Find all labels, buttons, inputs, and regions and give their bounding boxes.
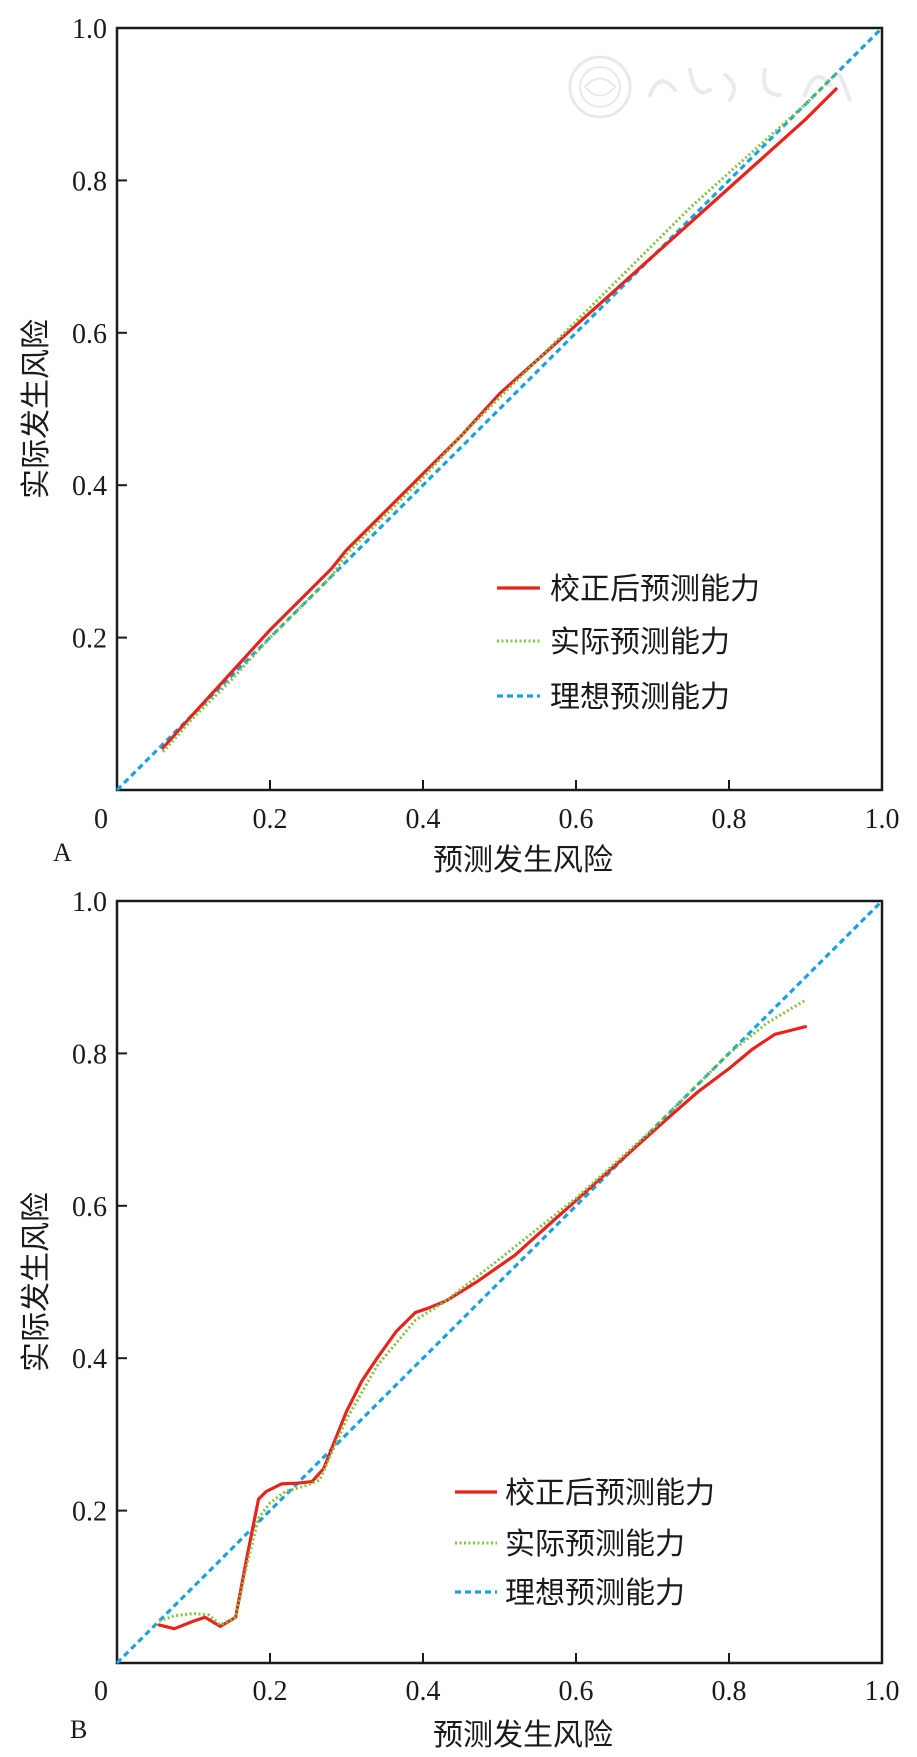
y-tick-label: 0.6 <box>72 319 107 350</box>
series-line-1 <box>157 1025 808 1631</box>
y-tick-label: 0.8 <box>72 166 107 197</box>
x-tick-label: 0.4 <box>406 1676 441 1707</box>
x-ticks: 0 0.2 0.4 0.6 0.8 1.0 <box>94 1653 900 1707</box>
legend-label: 理想预测能力 <box>550 680 730 715</box>
legend-label: 理想预测能力 <box>505 1576 685 1611</box>
y-axis-title: 实际发生风险 <box>19 1192 54 1372</box>
y-tick-label: 1.0 <box>72 14 107 45</box>
legend: 校正后预测能力 实际预测能力 理想预测能力 <box>455 1476 715 1611</box>
panel-label: A <box>53 838 72 867</box>
y-ticks: 0.2 0.4 0.6 0.8 1.0 <box>72 887 127 1528</box>
y-tick-label: 0.6 <box>72 1192 107 1223</box>
series-lines <box>115 899 884 1665</box>
x-tick-label: 1.0 <box>865 804 900 835</box>
x-tick-label: 0.2 <box>253 804 288 835</box>
panel-a: 0 0.2 0.4 0.6 0.8 1.0 0.2 0.4 0.6 0.8 1.0 校正后预测能力… <box>19 14 900 878</box>
x-tick-label: 0.4 <box>406 804 441 835</box>
plot-frame <box>115 899 884 1665</box>
y-tick-label: 0.4 <box>72 1344 107 1375</box>
y-tick-label: 0.8 <box>72 1039 107 1070</box>
x-tick-label: 0 <box>94 804 108 835</box>
legend-label: 校正后预测能力 <box>505 1476 715 1511</box>
x-tick-label: 0.6 <box>559 1676 594 1707</box>
series-line-3 <box>115 26 884 792</box>
panel-label: B <box>70 1715 87 1744</box>
x-tick-label: 1.0 <box>865 1676 900 1707</box>
legend-label: 实际预测能力 <box>550 625 730 660</box>
y-tick-label: 0.2 <box>72 1497 107 1528</box>
y-tick-label: 0.2 <box>72 624 107 655</box>
x-tick-label: 0 <box>94 1676 108 1707</box>
legend-label: 实际预测能力 <box>505 1527 685 1562</box>
x-axis-title: 预测发生风险 <box>433 843 613 878</box>
plot-frame <box>115 26 884 792</box>
x-ticks: 0 0.2 0.4 0.6 0.8 1.0 <box>94 780 900 835</box>
x-tick-label: 0.8 <box>712 804 747 835</box>
series-line-2 <box>158 998 807 1627</box>
series-line-3 <box>115 899 884 1665</box>
x-axis-title: 预测发生风险 <box>433 1718 613 1753</box>
series-line-1 <box>161 87 838 750</box>
series-lines <box>115 26 884 792</box>
x-tick-label: 0.2 <box>253 1676 288 1707</box>
watermark-logo <box>568 55 852 119</box>
y-tick-label: 1.0 <box>72 887 107 918</box>
x-tick-label: 0.8 <box>712 1676 747 1707</box>
y-ticks: 0.2 0.4 0.6 0.8 1.0 <box>72 14 127 655</box>
y-tick-label: 0.4 <box>72 471 107 502</box>
panel-b: 0 0.2 0.4 0.6 0.8 1.0 0.2 0.4 0.6 0.8 1.0 校正后预测能力… <box>19 887 900 1753</box>
y-axis-title: 实际发生风险 <box>19 319 54 499</box>
x-tick-label: 0.6 <box>559 804 594 835</box>
series-line-2 <box>161 72 838 753</box>
legend-label: 校正后预测能力 <box>550 572 760 607</box>
legend: 校正后预测能力 实际预测能力 理想预测能力 <box>497 572 760 715</box>
